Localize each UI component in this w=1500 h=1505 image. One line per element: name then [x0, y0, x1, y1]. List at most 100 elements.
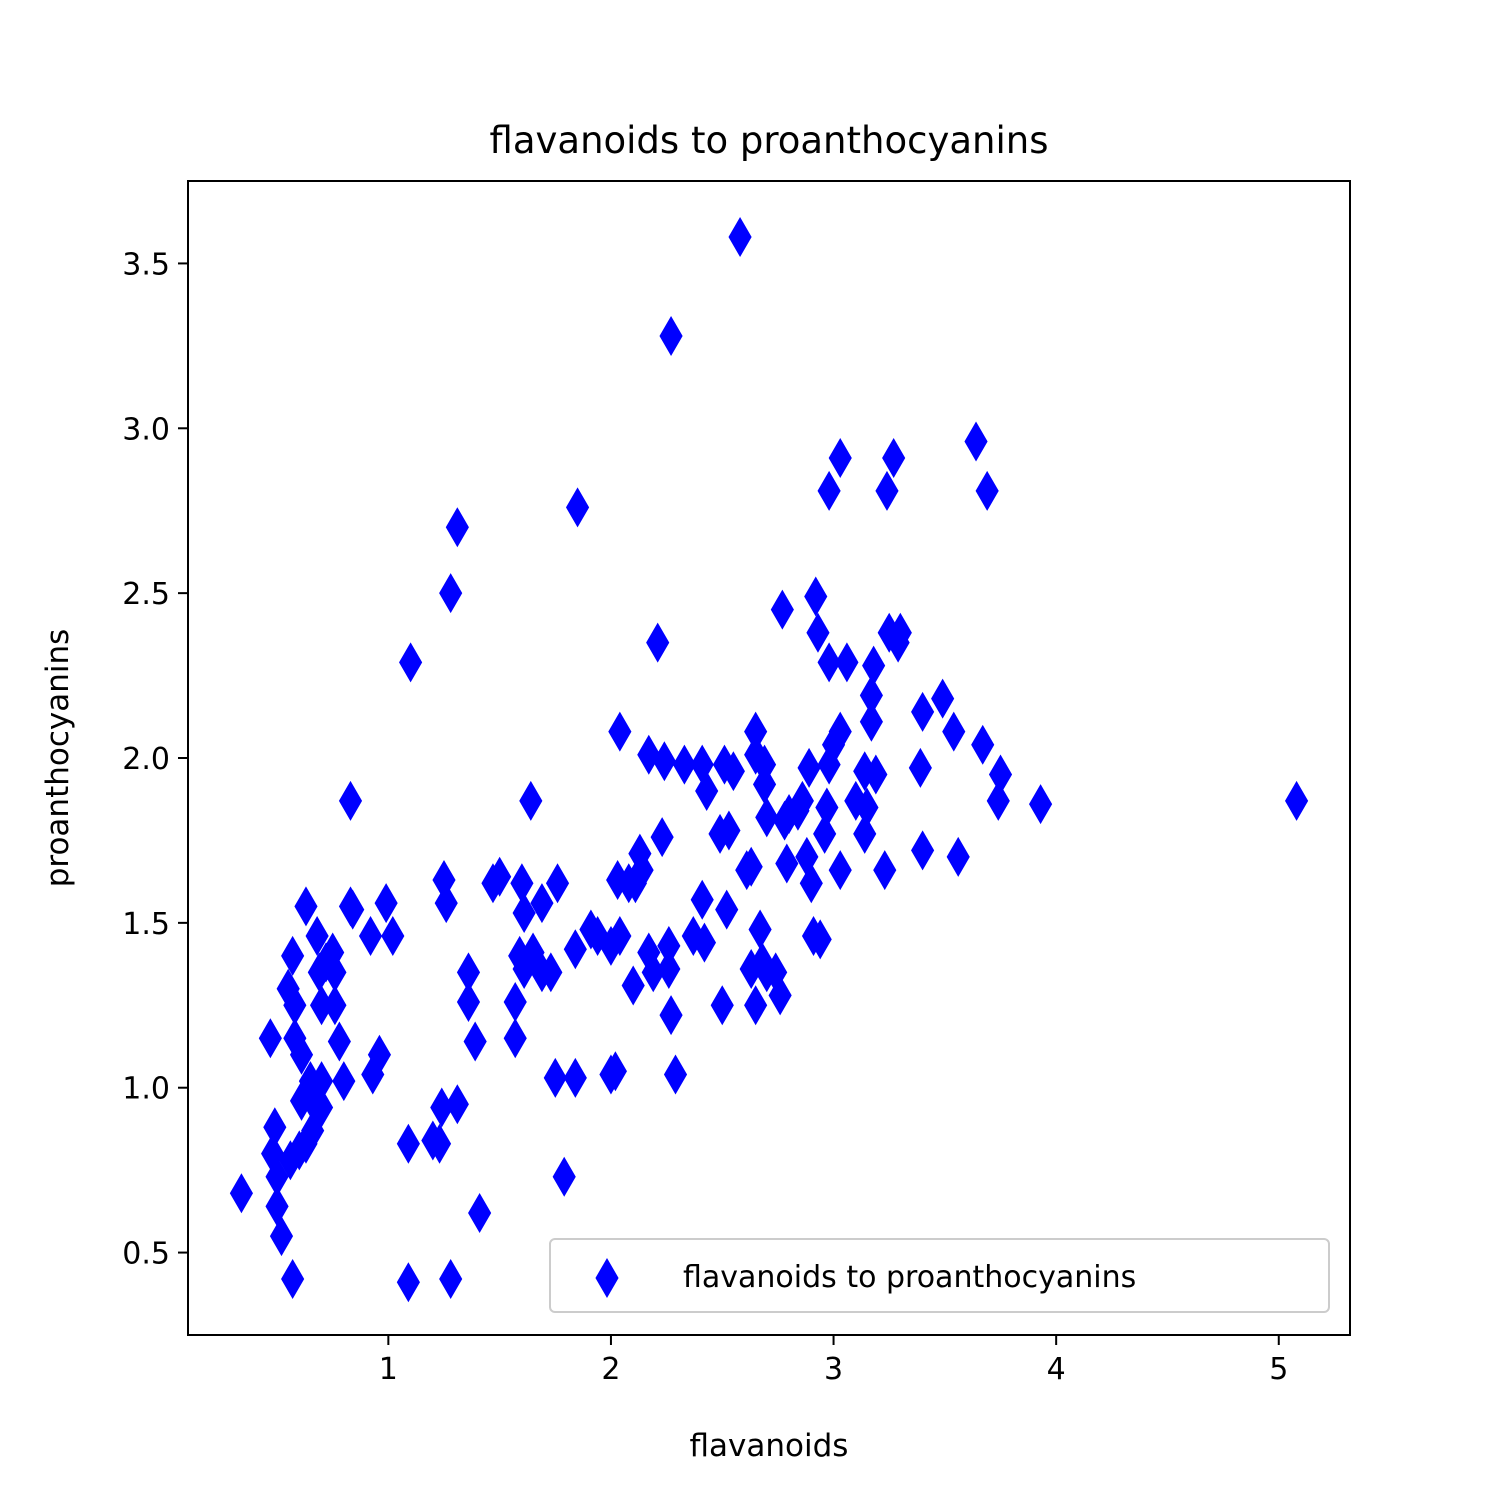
data-point — [269, 1216, 294, 1257]
data-point — [942, 711, 966, 752]
data-point — [931, 678, 955, 719]
legend: flavanoids to proanthocyanins — [549, 1238, 1330, 1313]
data-point — [692, 922, 717, 963]
data-point — [646, 622, 670, 663]
data-point — [503, 1018, 527, 1059]
data-point — [828, 711, 852, 752]
data-point — [808, 919, 832, 960]
data-point — [859, 701, 883, 742]
x-tick-label: 4 — [1047, 1352, 1066, 1387]
data-point — [797, 747, 821, 788]
data-point — [715, 889, 739, 930]
data-point — [768, 975, 792, 1016]
x-tick-label: 3 — [824, 1352, 843, 1387]
data-point — [503, 981, 527, 1022]
data-point — [445, 507, 469, 548]
data-point — [744, 985, 768, 1026]
data-point — [630, 850, 654, 891]
data-point — [439, 573, 463, 614]
y-axis-label: proanthocyanins — [40, 629, 76, 888]
legend-marker-diamond — [595, 1258, 619, 1298]
data-point — [294, 886, 318, 927]
data-point — [911, 691, 935, 732]
data-point — [986, 780, 1010, 821]
data-point — [265, 1186, 289, 1227]
data-point — [806, 612, 830, 653]
data-point — [853, 813, 877, 854]
data-point — [804, 576, 828, 617]
data-point — [1029, 784, 1053, 825]
data-point — [445, 1084, 469, 1125]
data-point — [882, 437, 906, 478]
data-point — [946, 836, 970, 877]
data-point — [657, 925, 681, 966]
data-point — [608, 916, 632, 957]
data-point — [888, 612, 912, 653]
data-point — [367, 1034, 392, 1075]
data-point — [434, 883, 458, 924]
data-point — [875, 470, 899, 511]
data-points — [229, 217, 1309, 1303]
data-point — [341, 889, 365, 930]
data-point — [710, 985, 734, 1026]
data-point — [456, 981, 481, 1022]
data-point — [855, 787, 879, 828]
data-point — [828, 437, 852, 478]
data-point — [488, 856, 512, 897]
data-point — [258, 1018, 282, 1059]
x-tick-label: 5 — [1269, 1352, 1288, 1387]
data-point — [817, 642, 841, 683]
data-point — [281, 1258, 305, 1299]
data-point — [396, 1123, 420, 1164]
data-point — [817, 470, 841, 511]
data-point — [565, 487, 590, 528]
data-point — [519, 780, 543, 821]
data-point — [650, 817, 674, 858]
data-point — [289, 1034, 314, 1075]
data-point — [862, 645, 886, 686]
data-point — [539, 952, 563, 993]
data-point — [439, 1258, 463, 1299]
x-tick-label: 1 — [379, 1352, 398, 1387]
chart-title: flavanoids to proanthocyanins — [490, 119, 1049, 162]
data-point — [652, 741, 676, 782]
data-point — [815, 787, 839, 828]
data-point — [911, 830, 935, 871]
y-tick-label: 1.0 — [122, 1072, 170, 1107]
legend-box — [549, 1238, 1330, 1313]
data-point — [828, 850, 852, 891]
data-point — [813, 813, 837, 854]
data-point — [545, 863, 570, 904]
data-point — [463, 1021, 487, 1062]
data-point — [964, 421, 988, 462]
data-point — [717, 810, 741, 851]
data-point — [374, 883, 398, 924]
data-point — [657, 949, 681, 990]
data-point — [908, 747, 932, 788]
data-point — [608, 711, 632, 752]
data-point — [621, 965, 645, 1006]
data-point — [790, 780, 814, 821]
data-point — [281, 935, 305, 976]
data-point — [510, 863, 534, 904]
x-tick-label: 2 — [601, 1352, 620, 1387]
data-point — [971, 724, 995, 765]
data-point — [512, 892, 536, 933]
data-point — [552, 1156, 576, 1197]
data-point — [748, 909, 772, 950]
data-point — [728, 217, 752, 258]
data-point — [427, 1123, 452, 1164]
data-point — [739, 846, 763, 887]
data-point — [530, 883, 554, 924]
data-point — [468, 1193, 492, 1234]
data-point — [563, 929, 587, 970]
data-point — [975, 470, 999, 511]
data-point — [859, 675, 883, 716]
data-point — [988, 754, 1013, 795]
data-point — [399, 642, 423, 683]
data-point — [358, 916, 383, 957]
axis-ticks: 1 2 3 4 5 0.5 1.0 1.5 2.0 2.5 3.0 3.5 — [122, 247, 1288, 1387]
data-point — [799, 863, 823, 904]
